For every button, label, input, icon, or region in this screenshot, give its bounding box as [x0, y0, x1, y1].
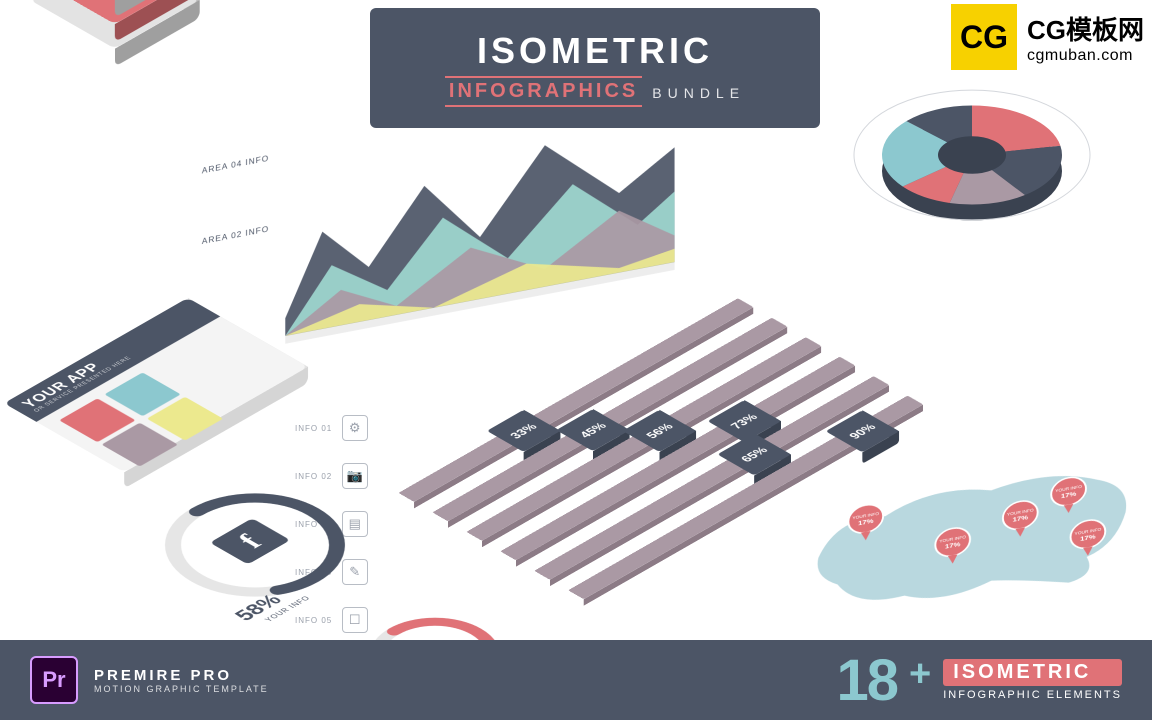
app-card-subtitle: OR SERVICE PRESENTED HERE: [33, 314, 205, 413]
bottom-bar: Pr PREMIRE PRO MOTION GRAPHIC TEMPLATE 1…: [0, 640, 1152, 720]
color-swatch: [102, 423, 178, 467]
slider-info-row: INFO 05 ☐: [295, 607, 368, 633]
elements-count-badge: 18 + ISOMETRIC INFOGRAPHIC ELEMENTS: [837, 647, 1122, 714]
slider-knob[interactable]: 56%: [623, 410, 697, 452]
slider-knob[interactable]: 90%: [826, 410, 900, 452]
elements-count-plus: +: [909, 653, 931, 696]
elements-count-subtitle: INFOGRAPHIC ELEMENTS: [943, 689, 1122, 701]
slider-info-icon: ⚙: [342, 415, 368, 441]
title-main: ISOMETRIC: [477, 30, 713, 72]
slider-info-icon: ☐: [342, 607, 368, 633]
premiere-badge: Pr PREMIRE PRO MOTION GRAPHIC TEMPLATE: [30, 656, 269, 704]
slider-knob[interactable]: 45%: [556, 409, 630, 451]
slider-info-row: INFO 02 📷: [295, 463, 368, 489]
slider-info-row: INFO 01 ⚙: [295, 415, 368, 441]
isometric-area-chart: AREA 04 INFO AREA 02 INFO: [285, 85, 674, 344]
isometric-pie-chart: [812, 40, 1132, 300]
slider-info-label: INFO 02: [295, 472, 332, 481]
slider-info-label: INFO 05: [295, 616, 332, 625]
premiere-icon: Pr: [30, 656, 78, 704]
app-card-title: YOUR APP: [18, 306, 200, 410]
premiere-subtitle: MOTION GRAPHIC TEMPLATE: [94, 684, 269, 694]
premiere-title: PREMIRE PRO: [94, 667, 269, 684]
elements-count-number: 18: [837, 647, 898, 714]
color-swatch: [147, 397, 223, 441]
area-label-1: AREA 04 INFO: [202, 153, 269, 175]
slider-knob[interactable]: 65%: [717, 433, 791, 475]
color-swatch: [104, 372, 180, 416]
elements-count-title: ISOMETRIC: [943, 659, 1122, 686]
color-swatch: [59, 398, 135, 442]
app-card: YOUR APP OR SERVICE PRESENTED HERE: [4, 298, 308, 472]
slider-info-label: INFO 01: [295, 424, 332, 433]
slider-info-icon: 📷: [342, 463, 368, 489]
area-label-2: AREA 02 INFO: [202, 224, 269, 246]
